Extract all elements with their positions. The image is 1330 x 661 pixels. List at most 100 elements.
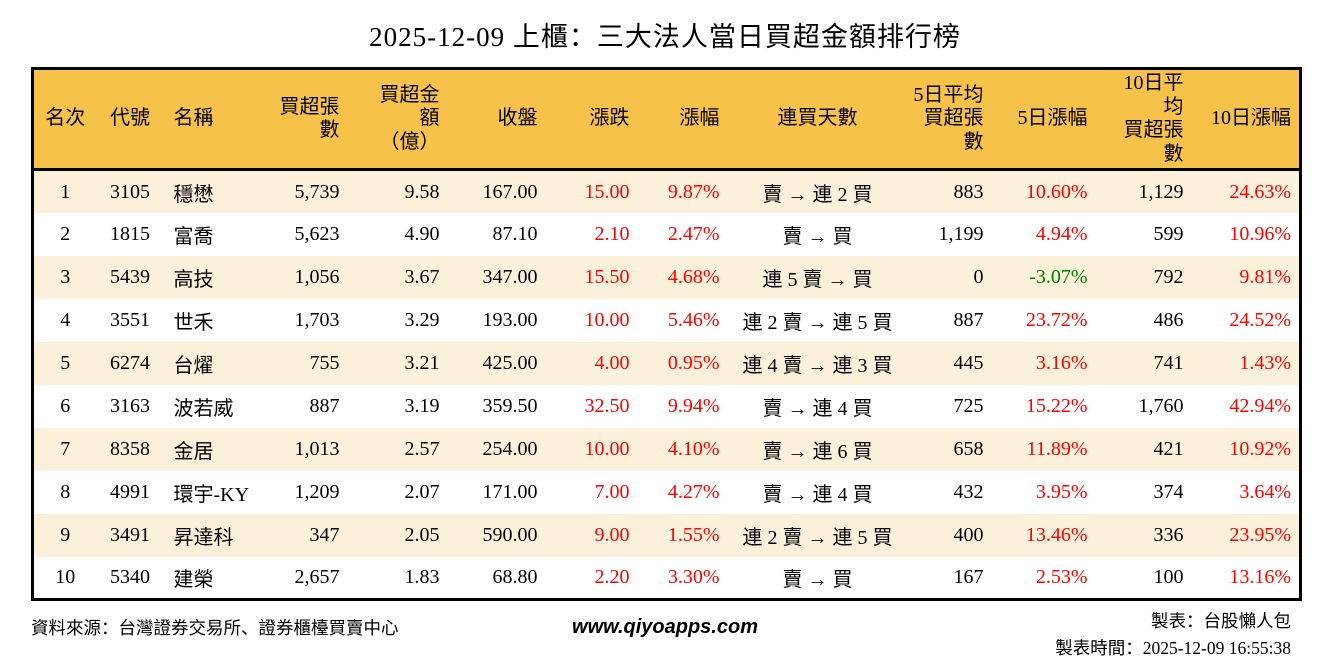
cell-change_pct: 5.46%: [667, 308, 720, 331]
cell-pct5: 10.60%: [1025, 180, 1088, 203]
col-header-streak: 連買天數: [731, 68, 904, 172]
cell-net_buy_volume: 887: [309, 394, 340, 417]
cell-change: 4.00: [594, 351, 630, 374]
cell-pct5: 3.95%: [1035, 480, 1088, 503]
cell-close: 167.00: [482, 180, 538, 203]
table-row: 1 3105 穩懋 5,739 9.58 167.00 15.00 9.87% 賣 → 連 2 …: [32, 169, 1301, 213]
cell-change: 10.00: [584, 308, 630, 331]
cell-change_pct: 4.10%: [667, 437, 720, 460]
cell-avg10_volume: 1,760: [1138, 394, 1184, 417]
cell-avg5_volume: 400: [953, 523, 984, 546]
cell-change_pct: 1.55%: [667, 523, 720, 546]
cell-avg10_volume: 486: [1153, 308, 1184, 331]
cell-net_buy_volume: 1,056: [294, 265, 340, 288]
cell-rank: 8: [60, 480, 71, 503]
col-header-pct10: 10日漲幅: [1201, 68, 1301, 172]
cell-pct10: 1.43%: [1239, 351, 1291, 374]
cell-streak: 賣 → 連 6 買: [762, 440, 873, 463]
cell-pct5: 23.72%: [1025, 308, 1088, 331]
table-timestamp: 製表時間：2025-12-09 16:55:38: [1055, 637, 1291, 658]
cell-name: 世禾: [173, 311, 214, 334]
cell-code: 5439: [110, 265, 150, 288]
cell-pct10: 24.52%: [1229, 308, 1291, 331]
cell-streak: 賣 → 買: [782, 569, 853, 592]
cell-code: 3163: [110, 394, 150, 417]
cell-name: 建榮: [173, 569, 214, 592]
cell-pct10: 13.16%: [1229, 566, 1291, 589]
page-title: 2025-12-09 上櫃：三大法人當日買超金額排行榜: [369, 22, 961, 52]
cell-streak: 連 5 賣 → 買: [762, 268, 873, 291]
cell-streak: 連 4 賣 → 連 3 買: [742, 354, 893, 377]
cell-pct5: -3.07%: [1029, 265, 1088, 288]
cell-streak: 連 2 賣 → 連 5 買: [742, 311, 893, 334]
col-header-net-buy-volume: 買超張數: [259, 68, 358, 172]
cell-pct10: 9.81%: [1239, 265, 1291, 288]
cell-pct10: 10.96%: [1229, 222, 1291, 245]
cell-change: 10.00: [584, 437, 630, 460]
cell-net_buy_amount: 3.67: [404, 265, 440, 288]
cell-avg10_volume: 1,129: [1138, 180, 1184, 203]
cell-pct5: 13.46%: [1025, 523, 1088, 546]
cell-pct10: 42.94%: [1229, 394, 1291, 417]
cell-code: 8358: [110, 437, 150, 460]
cell-change_pct: 3.30%: [667, 566, 720, 589]
cell-avg5_volume: 432: [953, 480, 984, 503]
cell-net_buy_amount: 3.21: [404, 351, 440, 374]
website-link[interactable]: www.qiyoapps.com: [572, 616, 758, 639]
table-row: 4 3551 世禾 1,703 3.29 193.00 10.00 5.46% 連 2 賣 → …: [32, 298, 1301, 342]
cell-rank: 6: [60, 394, 71, 417]
col-header-rank: 名次: [32, 68, 97, 172]
col-header-pct5: 5日漲幅: [1001, 68, 1102, 172]
cell-net_buy_volume: 5,739: [294, 180, 340, 203]
cell-streak: 賣 → 連 4 買: [762, 483, 873, 506]
cell-avg5_volume: 883: [953, 180, 984, 203]
cell-change: 15.00: [584, 180, 630, 203]
cell-code: 3551: [110, 308, 150, 331]
maker-credit: 製表：台股懶人包: [1151, 611, 1291, 632]
cell-close: 590.00: [482, 523, 538, 546]
cell-net_buy_volume: 5,623: [294, 222, 340, 245]
table-row: 10 5340 建榮 2,657 1.83 68.80 2.20 3.30% 賣 → 買 167 2…: [32, 556, 1301, 600]
cell-close: 87.10: [492, 222, 538, 245]
cell-change: 9.00: [594, 523, 630, 546]
cell-net_buy_amount: 1.83: [404, 566, 440, 589]
cell-close: 359.50: [482, 394, 538, 417]
cell-net_buy_amount: 2.07: [404, 480, 440, 503]
cell-close: 254.00: [482, 437, 538, 460]
cell-code: 3491: [110, 523, 150, 546]
cell-rank: 1: [60, 180, 71, 203]
table-body: 1 3105 穩懋 5,739 9.58 167.00 15.00 9.87% 賣 → 連 2 …: [32, 169, 1301, 600]
cell-net_buy_volume: 2,657: [294, 566, 340, 589]
cell-net_buy_amount: 4.90: [404, 222, 440, 245]
cell-avg10_volume: 374: [1153, 480, 1184, 503]
cell-rank: 9: [60, 523, 71, 546]
cell-net_buy_amount: 2.05: [404, 523, 440, 546]
cell-close: 68.80: [492, 566, 538, 589]
cell-code: 1815: [110, 222, 150, 245]
cell-streak: 連 2 賣 → 連 5 買: [742, 526, 893, 549]
cell-name: 環宇-KY: [173, 483, 250, 506]
cell-pct10: 24.63%: [1229, 180, 1291, 203]
cell-net_buy_amount: 9.58: [404, 180, 440, 203]
cell-avg5_volume: 1,199: [938, 222, 984, 245]
cell-change_pct: 4.27%: [667, 480, 720, 503]
col-header-change: 漲跌: [549, 68, 644, 172]
cell-net_buy_volume: 1,013: [294, 437, 340, 460]
cell-streak: 賣 → 買: [782, 225, 853, 248]
cell-avg5_volume: 0: [973, 265, 984, 288]
cell-rank: 10: [55, 566, 76, 589]
table-row: 5 6274 台燿 755 3.21 425.00 4.00 0.95% 連 4 賣 → 連 3…: [32, 341, 1301, 385]
cell-avg5_volume: 167: [953, 566, 984, 589]
cell-pct5: 4.94%: [1035, 222, 1088, 245]
cell-change_pct: 9.94%: [667, 394, 720, 417]
cell-close: 171.00: [482, 480, 538, 503]
table-row: 7 8358 金居 1,013 2.57 254.00 10.00 4.10% 賣 → 連 6 …: [32, 427, 1301, 471]
table-row: 9 3491 昇達科 347 2.05 590.00 9.00 1.55% 連 2 賣 → 連 …: [32, 513, 1301, 557]
col-header-net-buy-amount: 買超金額 （億）: [357, 68, 464, 172]
cell-change: 32.50: [584, 394, 630, 417]
cell-change: 2.10: [594, 222, 630, 245]
data-source-note: 資料來源：台灣證券交易所、證券櫃檯買賣中心: [31, 618, 399, 639]
cell-streak: 賣 → 連 4 買: [762, 397, 873, 420]
cell-pct10: 23.95%: [1229, 523, 1291, 546]
